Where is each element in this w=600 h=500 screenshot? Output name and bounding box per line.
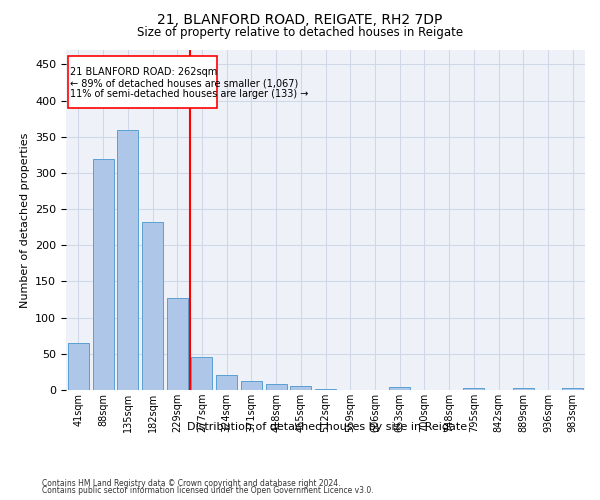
Bar [389,387,410,390]
Bar [68,56,217,108]
Bar [513,388,534,390]
Text: ← 89% of detached houses are smaller (1,067): ← 89% of detached houses are smaller (1,… [70,79,299,89]
Bar [315,388,336,390]
Text: Size of property relative to detached houses in Reigate: Size of property relative to detached ho… [137,26,463,39]
Bar [562,388,583,390]
Bar [241,380,262,390]
Bar [92,158,113,390]
Text: 11% of semi-detached houses are larger (133) →: 11% of semi-detached houses are larger (… [70,89,309,99]
Bar [266,384,287,390]
Text: 21 BLANFORD ROAD: 262sqm: 21 BLANFORD ROAD: 262sqm [70,66,217,76]
Bar [142,222,163,390]
Text: Contains public sector information licensed under the Open Government Licence v3: Contains public sector information licen… [42,486,374,495]
Bar [167,298,188,390]
Text: Distribution of detached houses by size in Reigate: Distribution of detached houses by size … [187,422,467,432]
Y-axis label: Number of detached properties: Number of detached properties [20,132,29,308]
Bar [191,356,212,390]
Text: Contains HM Land Registry data © Crown copyright and database right 2024.: Contains HM Land Registry data © Crown c… [42,478,341,488]
Bar [216,375,237,390]
Bar [290,386,311,390]
Bar [68,343,89,390]
Text: 21, BLANFORD ROAD, REIGATE, RH2 7DP: 21, BLANFORD ROAD, REIGATE, RH2 7DP [157,12,443,26]
Bar [117,130,138,390]
Bar [463,388,484,390]
